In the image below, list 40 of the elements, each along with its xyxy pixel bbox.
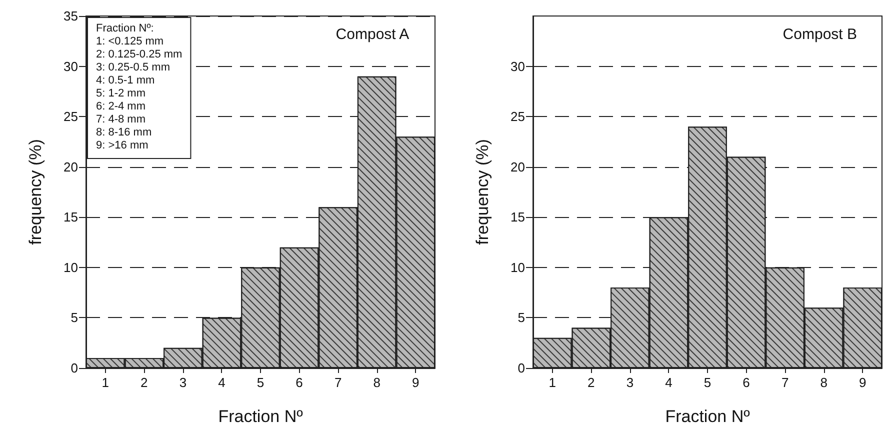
x-tick-label: 7	[781, 375, 789, 390]
x-tick-label: 3	[626, 375, 634, 390]
x-tick-label: 6	[296, 375, 303, 390]
x-tick-label: 2	[140, 375, 148, 390]
y-tick-label: 35	[64, 8, 78, 24]
y-axis-title: frequency (%)	[473, 139, 492, 245]
x-tick-label: 4	[218, 375, 226, 390]
y-tick-label: 15	[510, 210, 525, 225]
y-tick-label: 5	[518, 310, 525, 326]
y-tick-label: 25	[510, 109, 525, 124]
y-tick-label: 30	[64, 58, 78, 74]
x-tick-label: 2	[588, 375, 595, 390]
x-tick-label: 1	[548, 375, 556, 390]
x-tick-label: 6	[742, 375, 750, 390]
y-tick-label: 0	[518, 360, 525, 376]
x-tick-label: 4	[665, 375, 672, 390]
x-tick-label: 8	[373, 375, 380, 390]
y-tick-label: 20	[510, 159, 525, 174]
x-tick-label: 5	[256, 375, 264, 390]
x-tick-label: 1	[102, 375, 110, 390]
y-tick-label: 20	[64, 159, 78, 174]
x-axis-title: Fraction Nº	[218, 407, 303, 426]
y-tick-label: 10	[64, 260, 78, 275]
x-tick-label: 3	[179, 375, 187, 390]
x-tick-label: 7	[334, 375, 342, 390]
x-tick-label: 9	[412, 375, 420, 390]
x-tick-label: 5	[704, 375, 712, 390]
y-tick-label: 30	[510, 58, 525, 74]
y-tick-label: 10	[510, 260, 525, 275]
x-tick-label: 9	[858, 375, 866, 390]
text: Fraction Nº: 1: <0.125 mm 2: 0.125-0.25 mm 3: 0.25-0.5 mm 4: 0.5-1 mm 5: 1-2 mm 6: 2-4 mm 7: 4-8 mm 8: 8-16 mm 9: >16 mm	[96, 22, 182, 152]
y-tick-label: 0	[70, 360, 78, 376]
text: Compost B	[782, 26, 858, 43]
y-axis-title: frequency (%)	[26, 139, 45, 245]
x-tick-label: 8	[820, 375, 828, 390]
y-tick-label: 25	[64, 109, 78, 124]
text: Compost A	[336, 26, 410, 43]
y-tick-label: 5	[70, 310, 78, 326]
y-tick-label: 15	[64, 210, 78, 225]
x-axis-title: Fraction Nº	[665, 407, 750, 426]
